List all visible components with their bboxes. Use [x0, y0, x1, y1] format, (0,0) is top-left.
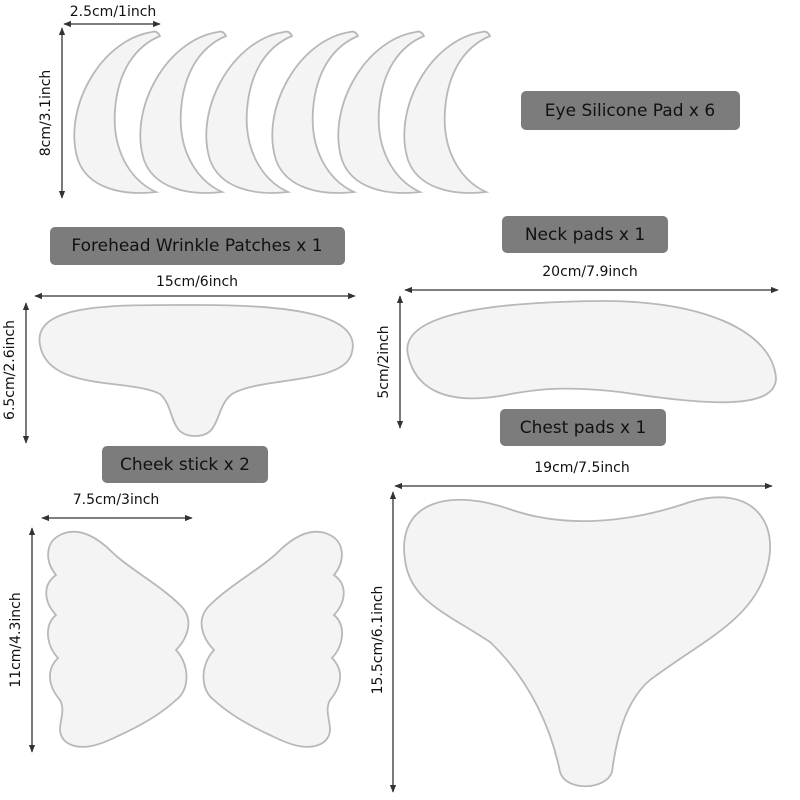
dimension: 6.5cm/2.6inch	[2, 320, 18, 420]
eye-pads	[73, 30, 491, 194]
label-box	[102, 446, 268, 483]
dimension: 7.5cm/3inch	[73, 492, 160, 508]
label: Chest pads x 1	[520, 418, 647, 438]
label: Cheek stick x 2	[120, 455, 250, 475]
label: Forehead Wrinkle Patches x 1	[71, 236, 322, 256]
label-box	[50, 227, 345, 265]
cheek-stick	[200, 530, 345, 748]
label: Eye Silicone Pad x 6	[545, 101, 715, 121]
forehead-patch	[38, 304, 354, 437]
dimension: 2.5cm/1inch	[70, 4, 157, 20]
label-box	[500, 409, 666, 446]
neck-pad	[406, 300, 777, 404]
label-box	[521, 91, 740, 130]
eye-pad	[403, 30, 491, 194]
dimension: 20cm/7.9inch	[542, 264, 637, 280]
dimension: 5cm/2inch	[376, 325, 392, 398]
dimension: 11cm/4.3inch	[8, 592, 24, 687]
dimension: 15.5cm/6.1inch	[370, 586, 386, 695]
dimension: 19cm/7.5inch	[534, 460, 629, 476]
chest-pad	[403, 496, 771, 788]
label: Neck pads x 1	[525, 225, 645, 245]
label-box	[502, 216, 668, 253]
dimension: 15cm/6inch	[156, 274, 238, 290]
cheek-stick	[45, 530, 190, 748]
dimension: 8cm/3.1inch	[38, 70, 54, 157]
